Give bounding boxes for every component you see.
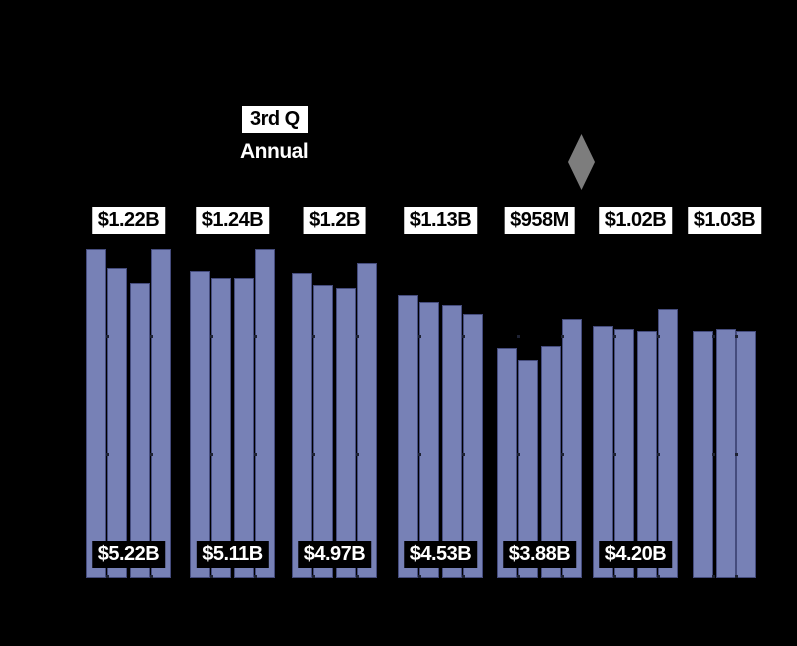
gridline-dot [517, 453, 520, 456]
bar-group5-q1 [497, 348, 517, 578]
q3-value-label: $1.2B [303, 207, 366, 234]
bar-group6-q1 [593, 326, 613, 578]
bar-group5-q3 [541, 346, 561, 578]
gridline-dot [561, 335, 564, 338]
gridline-dot [418, 453, 421, 456]
legend-3rd-quarter-label: 3rd Q [242, 106, 308, 133]
q3-value-label: $1.02B [598, 207, 673, 234]
diamond-icon [568, 134, 595, 190]
gridline-dot [418, 335, 421, 338]
gridline-dot [462, 575, 465, 578]
gridline-dot [735, 335, 738, 338]
diamond-marker-icon [568, 134, 595, 190]
gridline-dot [106, 575, 109, 578]
gridline-dot [254, 453, 257, 456]
gridline-dot [613, 453, 616, 456]
gridline-dot [106, 453, 109, 456]
bar-group4-q3 [442, 305, 462, 578]
gridline-dot [418, 575, 421, 578]
gridline-dot [106, 335, 109, 338]
legend-annual-label: Annual [240, 140, 309, 163]
bar-group5-q4 [562, 319, 582, 578]
gridline-dot [312, 453, 315, 456]
gridline-dot [712, 575, 715, 578]
gridline-dot [356, 335, 359, 338]
gridline-dot [150, 453, 153, 456]
q3-value-label: $958M [504, 207, 575, 234]
annual-value-label: $4.20B [598, 541, 673, 568]
gridline-dot [657, 335, 660, 338]
bar-group7-q1 [693, 331, 713, 578]
gridline-dot [210, 453, 213, 456]
gridline-dot [712, 335, 715, 338]
gridline-dot [613, 575, 616, 578]
bar-group3-q3 [336, 288, 356, 578]
gridline-dot [657, 453, 660, 456]
gridline-dot [254, 575, 257, 578]
gridline-dot [356, 575, 359, 578]
bar-group1-q4 [151, 249, 171, 578]
bar-group4-q2 [419, 302, 439, 578]
bar-group1-q3 [130, 283, 150, 578]
bar-group3-q1 [292, 273, 312, 578]
gridline-dot [312, 335, 315, 338]
gridline-dot [312, 575, 315, 578]
gridline-dot [210, 575, 213, 578]
gridline-dot [657, 575, 660, 578]
gridline-dot [735, 575, 738, 578]
annual-value-label: $3.88B [502, 541, 577, 568]
bar-group2-q2 [211, 278, 231, 578]
gridline-dot [613, 335, 616, 338]
gridline-dot [561, 575, 564, 578]
gridline-dot [254, 335, 257, 338]
bar-group7-q2 [716, 329, 736, 578]
bar-group2-q4 [255, 249, 275, 578]
q3-value-label: $1.13B [403, 207, 478, 234]
annual-value-label: $5.22B [91, 541, 166, 568]
gridline-dot [462, 453, 465, 456]
gridline-dot [150, 335, 153, 338]
q3-value-label: $1.22B [91, 207, 166, 234]
annual-value-label: $4.53B [403, 541, 478, 568]
bar-group2-q3 [234, 278, 254, 578]
annual-value-label: $4.97B [297, 541, 372, 568]
gridline-dot [462, 335, 465, 338]
bar-group3-q2 [313, 285, 333, 578]
bar-group1-q1 [86, 249, 106, 578]
gridline-dot [712, 453, 715, 456]
gridline-dot [210, 335, 213, 338]
bar-group1-q2 [107, 268, 127, 578]
gridline-dot [150, 575, 153, 578]
gridline-dot [356, 453, 359, 456]
bar-group5-q2 [518, 360, 538, 578]
q3-value-label: $1.03B [687, 207, 762, 234]
annual-value-label: $5.11B [196, 541, 269, 568]
gridline-dot [561, 453, 564, 456]
gridline-dot [735, 453, 738, 456]
gridline-dot [517, 335, 520, 338]
gridline-dot [517, 575, 520, 578]
q3-value-label: $1.24B [195, 207, 270, 234]
bar-group4-q1 [398, 295, 418, 578]
bar-group6-q3 [637, 331, 657, 578]
bar-group2-q1 [190, 271, 210, 578]
bar-group7-q3 [736, 331, 756, 578]
bar-group3-q4 [357, 263, 377, 578]
bar-group4-q4 [463, 314, 483, 578]
bar-group6-q4 [658, 309, 678, 578]
